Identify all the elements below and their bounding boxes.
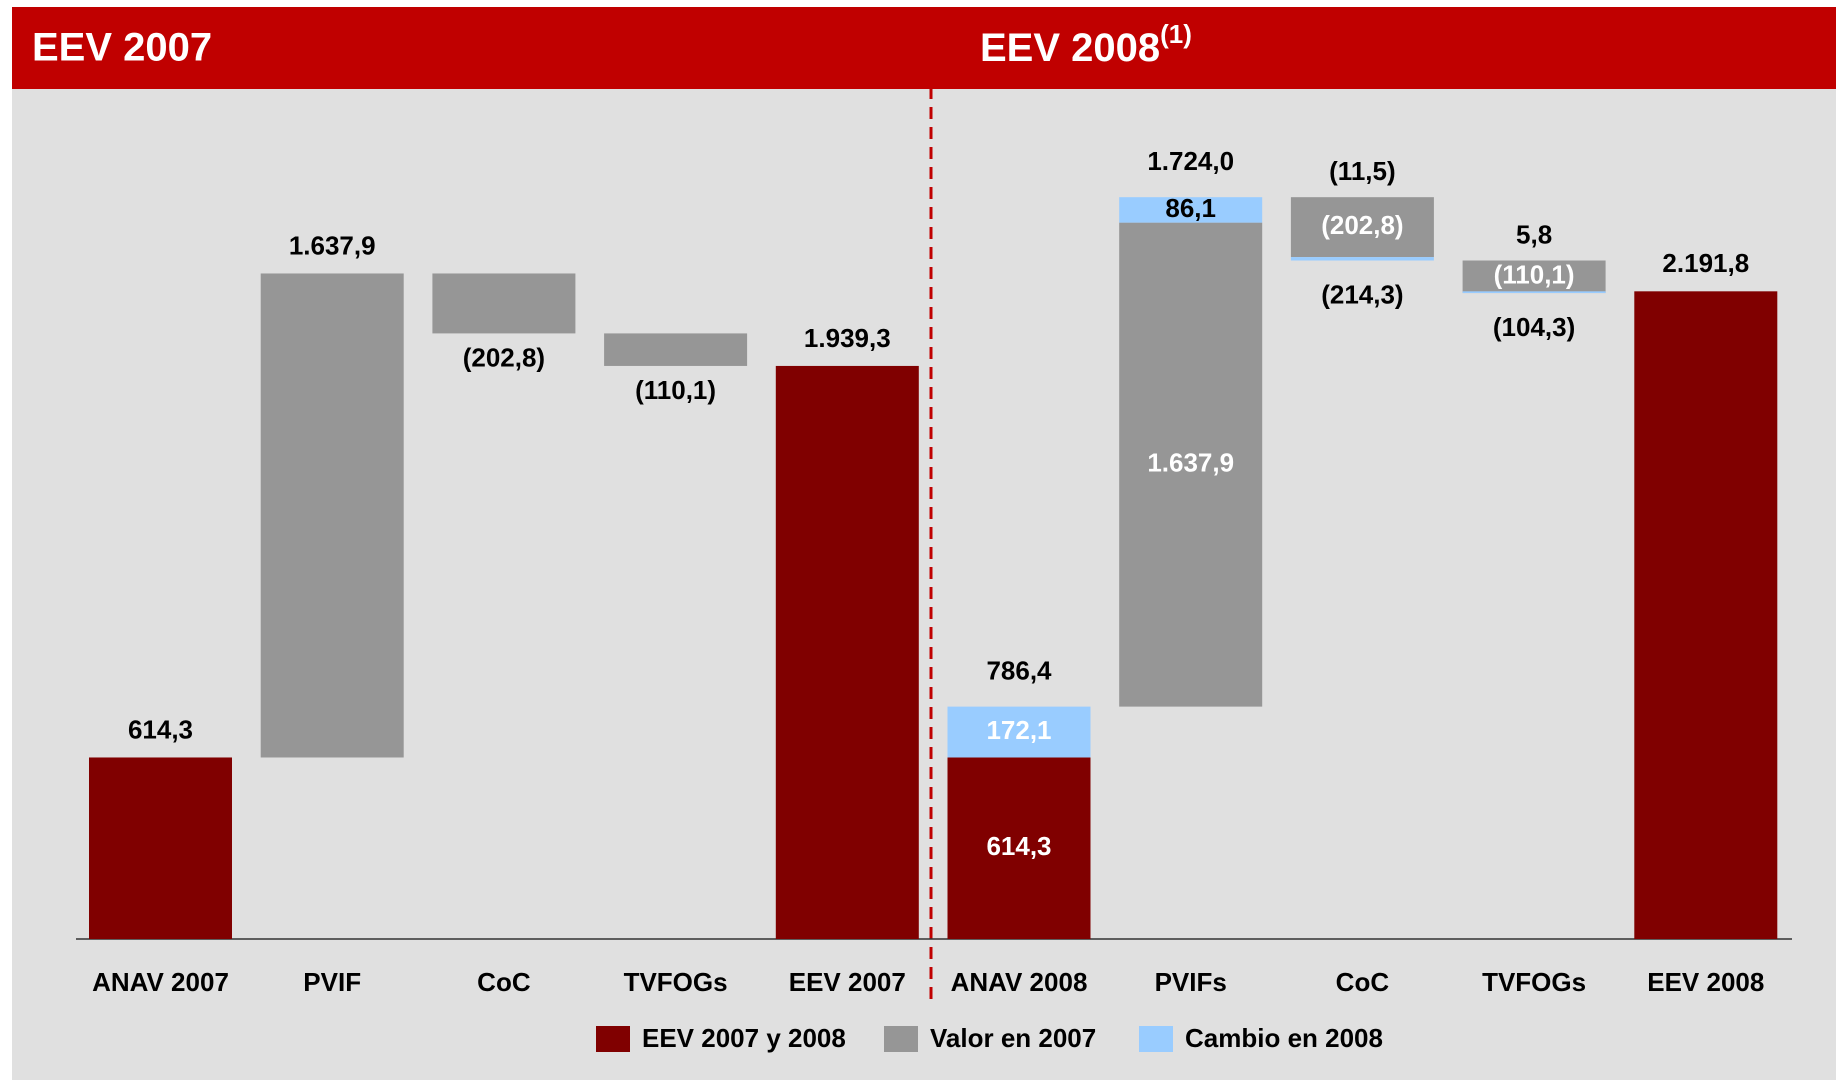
bar-segment [1462,260,1606,294]
data-label: (110,1) [635,375,716,405]
data-label: 5,8 [1516,219,1552,249]
data-label: (110,1) [1494,260,1575,290]
title-note: (1) [1160,19,1192,49]
bar-segment [1290,257,1434,261]
data-label: 2.191,8 [1662,248,1749,278]
bar-segment [1119,197,1263,223]
x-tick-label: EEV 2007 [789,967,906,997]
section-title-text: EEV 2008 [980,26,1160,70]
bar-segment [1290,197,1434,258]
x-tick-label: ANAV 2008 [951,967,1088,997]
bar-segment [604,333,748,366]
data-label: (11,5) [1329,156,1396,186]
legend-swatch [596,1026,630,1052]
x-tick-label: TVFOGs [1482,967,1586,997]
data-label: (202,8) [1321,210,1403,240]
bar-segment [432,273,576,334]
legend-label: EEV 2007 y 2008 [642,1023,846,1053]
total-label: 1.724,0 [1147,146,1234,176]
bar-segment [260,273,404,758]
x-tick-label: EEV 2008 [1647,967,1764,997]
total-label: (104,3) [1493,312,1575,342]
bar-segment [947,757,1091,939]
legend-swatch [884,1026,918,1052]
bar-segment [947,706,1091,758]
bar-segment [89,757,232,939]
total-label: (214,3) [1321,279,1403,309]
data-label: 1.939,3 [804,323,891,353]
section-title: EEV 2007 [32,26,212,70]
bar-segment [1119,222,1263,707]
data-label: 1.637,9 [289,230,376,260]
bar-segment [1634,291,1778,939]
data-label: 614,3 [986,831,1051,861]
legend-label: Valor en 2007 [930,1023,1096,1053]
bar-segment [775,365,919,939]
total-label: 786,4 [986,655,1052,685]
section-title: EEV 2008(1) [980,19,1192,70]
x-tick-label: ANAV 2007 [92,967,229,997]
x-tick-label: CoC [477,967,531,997]
x-tick-label: CoC [1336,967,1390,997]
bar-segment [1462,291,1606,294]
data-label: (202,8) [463,342,545,372]
data-label: 614,3 [128,714,193,744]
data-label: 172,1 [986,715,1051,745]
x-tick-label: TVFOGs [624,967,728,997]
data-label: 86,1 [1165,193,1216,223]
legend-label: Cambio en 2008 [1185,1023,1383,1053]
x-tick-label: PVIF [303,967,361,997]
data-label: 1.637,9 [1147,447,1234,477]
legend-swatch [1139,1026,1173,1052]
header-band [12,7,1836,89]
x-tick-label: PVIFs [1155,967,1227,997]
